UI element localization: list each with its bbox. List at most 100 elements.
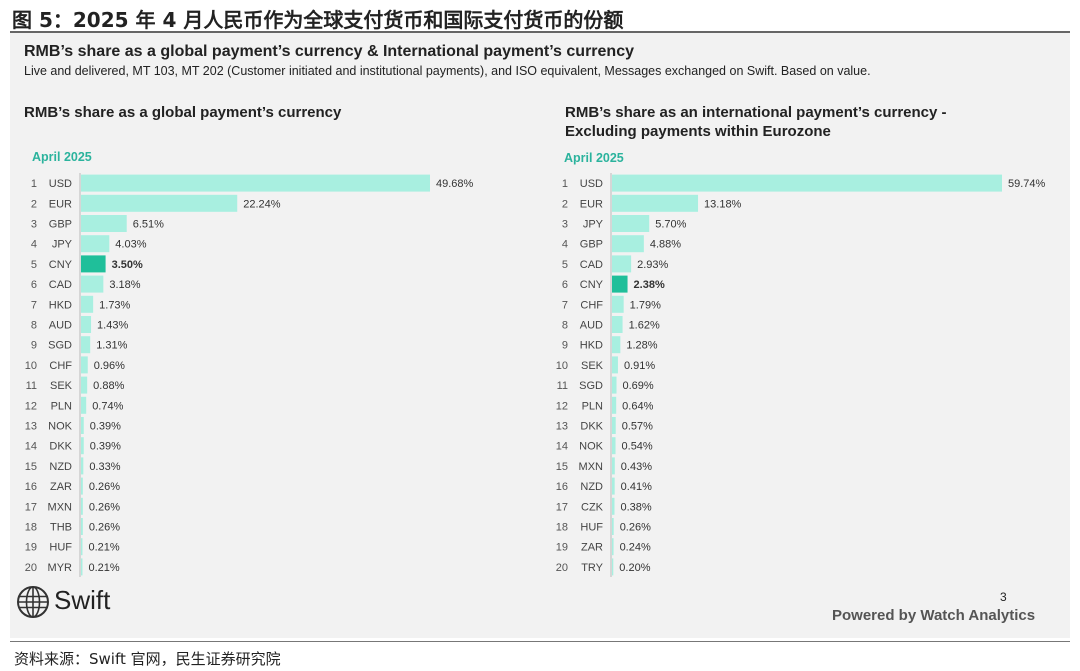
category-label: AUD (49, 320, 72, 332)
bar (612, 497, 615, 515)
rank-label: 8 (31, 320, 37, 332)
value-label: 0.26% (89, 522, 120, 534)
right-chart-title: RMB’s share as an international payment’… (565, 104, 947, 140)
rank-label: 9 (562, 340, 568, 352)
category-label: CAD (49, 279, 72, 291)
category-label: TRY (581, 562, 603, 574)
bar (81, 336, 91, 354)
logo-text: Swift (54, 585, 111, 615)
value-label: 1.73% (99, 299, 130, 311)
category-label: DKK (580, 421, 603, 433)
rank-label: 16 (556, 481, 568, 493)
rank-label: 1 (562, 178, 568, 190)
rank-label: 12 (556, 400, 568, 412)
bar (612, 275, 628, 293)
swift-logo: Swift (16, 585, 110, 621)
bar (612, 538, 614, 556)
bar (612, 376, 617, 394)
value-label: 2.38% (634, 279, 665, 291)
category-label: CNY (49, 259, 73, 271)
left-bar-chart: 1 USD 49.68%2 EUR 22.24%3 GBP 6.51%4 JPY 4.03%5 C… (25, 173, 474, 577)
value-label: 0.74% (92, 400, 123, 412)
bar (81, 194, 238, 212)
category-label: CAD (580, 259, 603, 271)
category-label: NZD (49, 461, 72, 473)
rank-label: 20 (25, 562, 37, 574)
category-label: HKD (49, 299, 72, 311)
category-label: PLN (51, 400, 72, 412)
bar (81, 538, 83, 556)
value-label: 0.43% (621, 461, 652, 473)
category-label: AUD (580, 320, 603, 332)
category-label: GBP (580, 239, 603, 251)
rank-label: 7 (562, 299, 568, 311)
category-label: JPY (52, 239, 73, 251)
value-label: 13.18% (704, 198, 742, 210)
category-label: NOK (579, 441, 604, 453)
category-label: HKD (580, 340, 603, 352)
category-label: USD (49, 178, 72, 190)
category-label: PLN (582, 400, 603, 412)
category-label: CZK (581, 501, 604, 513)
category-label: MYR (48, 562, 73, 574)
value-label: 0.38% (620, 501, 651, 513)
rank-label: 15 (25, 461, 37, 473)
rank-label: 16 (25, 481, 37, 493)
bar (612, 295, 624, 313)
figure-title: 图 5：2025 年 4 月人民币作为全球支付货币和国际支付货币的份额 (12, 8, 624, 32)
value-label: 0.69% (623, 380, 654, 392)
value-label: 0.39% (90, 421, 121, 433)
value-label: 3.50% (112, 259, 143, 271)
value-label: 0.21% (88, 562, 119, 574)
bar (81, 497, 83, 515)
rank-label: 15 (556, 461, 568, 473)
category-label: DKK (49, 441, 72, 453)
category-label: USD (580, 178, 603, 190)
category-label: HUF (580, 522, 603, 534)
category-label: EUR (580, 198, 603, 210)
bar (81, 457, 84, 475)
value-label: 4.88% (650, 239, 681, 251)
value-label: 0.96% (94, 360, 125, 372)
rank-label: 3 (31, 219, 37, 231)
rank-label: 6 (562, 279, 568, 291)
bar (81, 437, 84, 455)
bar (612, 235, 644, 253)
main-title: RMB’s share as a global payment’s curren… (24, 43, 634, 60)
value-label: 0.41% (621, 481, 652, 493)
rank-label: 8 (562, 320, 568, 332)
category-label: SGD (48, 340, 72, 352)
value-label: 0.39% (90, 441, 121, 453)
rank-label: 4 (562, 239, 568, 251)
left-chart-title: RMB’s share as a global payment’s curren… (24, 104, 342, 121)
bar (612, 457, 615, 475)
value-label: 4.03% (115, 239, 146, 251)
value-label: 0.21% (88, 542, 119, 554)
value-label: 22.24% (243, 198, 281, 210)
value-label: 0.64% (622, 400, 653, 412)
value-label: 1.31% (96, 340, 127, 352)
bar (81, 417, 84, 434)
value-label: 3.18% (109, 279, 140, 291)
bar (81, 396, 87, 414)
bar (612, 396, 617, 414)
value-label: 5.70% (655, 219, 686, 231)
category-label: HUF (49, 542, 72, 554)
bar (612, 356, 618, 374)
category-label: GBP (49, 219, 72, 231)
left-chart-period: April 2025 (32, 150, 92, 164)
right-bar-chart: 1 USD 59.74%2 EUR 13.18%3 JPY 5.70%4 GBP 4.88%5 C… (556, 173, 1046, 577)
bar (612, 215, 650, 232)
rank-label: 13 (25, 421, 37, 433)
rank-label: 18 (556, 522, 568, 534)
value-label: 1.43% (97, 320, 128, 332)
rank-label: 2 (562, 198, 568, 210)
bar (612, 336, 621, 354)
value-label: 1.79% (630, 299, 661, 311)
bar (612, 255, 632, 273)
bar (81, 558, 83, 576)
bar (81, 255, 106, 273)
rank-label: 9 (31, 340, 37, 352)
rank-label: 1 (31, 178, 37, 190)
rank-label: 6 (31, 279, 37, 291)
